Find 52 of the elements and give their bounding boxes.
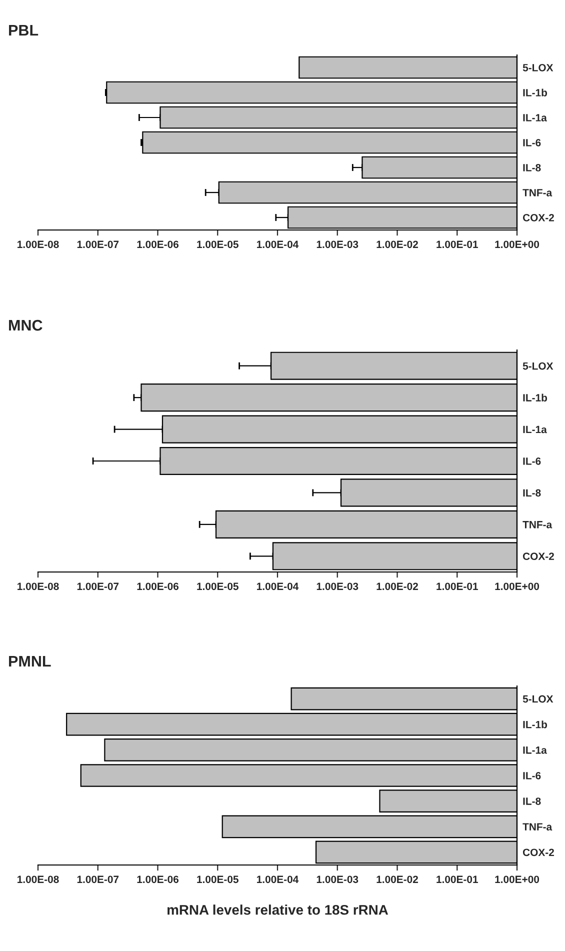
y-tick-label: IL-6 bbox=[523, 139, 541, 146]
x-tick-label: 1.00E-04 bbox=[257, 240, 299, 248]
x-tick-label: 1.00E-06 bbox=[137, 240, 179, 248]
y-tick-label: IL-1a bbox=[523, 746, 547, 754]
chart-title: MNC bbox=[9, 320, 42, 331]
y-tick-label: IL-6 bbox=[523, 772, 541, 780]
y-tick-label: COX-2 bbox=[522, 552, 554, 560]
y-tick-label: IL-8 bbox=[523, 798, 541, 805]
x-tick-label: 1.00E-04 bbox=[257, 876, 299, 884]
x-tick-label: 1.00E-01 bbox=[436, 582, 478, 590]
x-tick-label: 1.00E-06 bbox=[137, 582, 179, 590]
x-tick-label: 1.00E-02 bbox=[376, 582, 418, 590]
y-tick-label: 5-LOX bbox=[522, 64, 554, 72]
x-tick-label: 1.00E+00 bbox=[495, 876, 540, 884]
x-tick-label: 1.00E-08 bbox=[18, 876, 59, 884]
x-tick-label: 1.00E+00 bbox=[495, 582, 540, 590]
y-tick-label: IL-6 bbox=[523, 458, 541, 465]
x-tick-label: 1.00E-08 bbox=[18, 240, 59, 248]
x-tick-label: 1.00E-03 bbox=[316, 240, 358, 248]
y-tick-label: TNF-a bbox=[522, 823, 552, 831]
y-tick-label: IL-1a bbox=[523, 426, 547, 434]
x-tick-label: 1.00E-01 bbox=[436, 876, 478, 884]
y-tick-label: TNF-a bbox=[522, 521, 552, 528]
x-tick-label: 1.00E-03 bbox=[316, 582, 358, 590]
y-tick-label: 5-LOX bbox=[522, 695, 554, 703]
y-tick-label: 5-LOX bbox=[522, 362, 554, 370]
x-tick-label: 1.00E-05 bbox=[197, 240, 238, 248]
x-tick-label: 1.00E+00 bbox=[495, 240, 540, 248]
y-tick-label: IL-1a bbox=[523, 114, 547, 122]
y-tick-label: COX-2 bbox=[522, 848, 554, 856]
y-tick-label: IL-1b bbox=[523, 394, 548, 402]
x-tick-label: 1.00E-01 bbox=[436, 240, 478, 248]
x-tick-label: 1.00E-08 bbox=[18, 582, 59, 590]
x-tick-label: 1.00E-07 bbox=[77, 582, 119, 590]
x-tick-label: 1.00E-02 bbox=[376, 240, 418, 248]
x-tick-label: 1.00E-03 bbox=[316, 876, 358, 884]
x-tick-label: 1.00E-06 bbox=[137, 876, 179, 884]
chart-title: PBL bbox=[9, 25, 38, 36]
y-tick-label: IL-1b bbox=[523, 720, 548, 728]
y-tick-label: TNF-a bbox=[522, 189, 552, 196]
x-tick-label: 1.00E-07 bbox=[77, 240, 119, 248]
y-tick-label: IL-1b bbox=[523, 88, 548, 96]
x-tick-label: 1.00E-05 bbox=[197, 582, 238, 590]
x-axis-title: mRNA levels relative to 18S rRNA bbox=[168, 904, 388, 915]
x-tick-label: 1.00E-07 bbox=[77, 876, 119, 884]
y-tick-label: IL-8 bbox=[523, 489, 541, 497]
chart-title: PMNL bbox=[9, 656, 51, 667]
y-tick-label: COX-2 bbox=[522, 214, 554, 222]
y-tick-label: IL-8 bbox=[523, 164, 541, 172]
x-tick-label: 1.00E-05 bbox=[197, 876, 238, 884]
x-tick-label: 1.00E-04 bbox=[257, 582, 299, 590]
x-tick-label: 1.00E-02 bbox=[376, 876, 418, 884]
